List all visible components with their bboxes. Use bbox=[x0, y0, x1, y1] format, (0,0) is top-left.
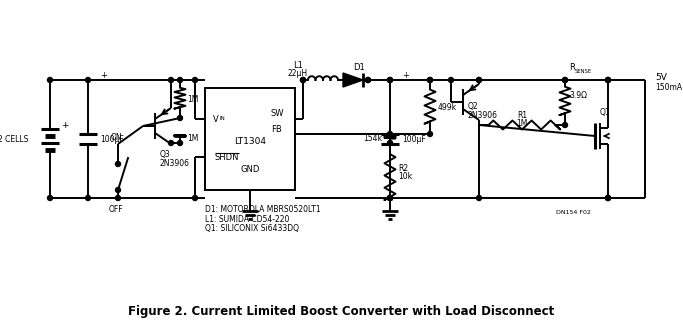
Circle shape bbox=[606, 77, 611, 83]
Circle shape bbox=[387, 195, 393, 200]
Text: SENSE: SENSE bbox=[575, 69, 592, 74]
Circle shape bbox=[428, 132, 432, 136]
Circle shape bbox=[387, 77, 393, 83]
Circle shape bbox=[387, 195, 393, 200]
Text: 499k: 499k bbox=[438, 102, 457, 112]
Circle shape bbox=[477, 195, 482, 200]
Text: 154k: 154k bbox=[363, 134, 382, 143]
Text: L1: SUMIDA CD54-220: L1: SUMIDA CD54-220 bbox=[205, 215, 290, 223]
Circle shape bbox=[428, 77, 432, 83]
Text: +: + bbox=[61, 120, 68, 130]
Circle shape bbox=[387, 195, 393, 200]
Text: OFF: OFF bbox=[109, 206, 124, 215]
Circle shape bbox=[169, 77, 173, 83]
Text: R1: R1 bbox=[517, 112, 527, 120]
Circle shape bbox=[301, 77, 305, 83]
Text: +: + bbox=[402, 71, 409, 79]
Text: 100µF: 100µF bbox=[402, 134, 426, 144]
Text: 1M: 1M bbox=[187, 94, 198, 104]
Text: Figure 2. Current Limited Boost Converter with Load Disconnect: Figure 2. Current Limited Boost Converte… bbox=[128, 305, 555, 318]
Text: SHDN: SHDN bbox=[214, 153, 239, 161]
Circle shape bbox=[193, 195, 197, 200]
Text: 1M: 1M bbox=[516, 118, 528, 128]
Circle shape bbox=[387, 195, 393, 200]
Circle shape bbox=[115, 161, 120, 167]
Text: Q1: SILICONIX Si6433DQ: Q1: SILICONIX Si6433DQ bbox=[205, 223, 299, 233]
Text: R2: R2 bbox=[398, 164, 408, 173]
Circle shape bbox=[477, 77, 482, 83]
Circle shape bbox=[178, 77, 182, 83]
Text: 22μH: 22μH bbox=[288, 69, 308, 77]
Text: Q3: Q3 bbox=[160, 150, 171, 158]
Circle shape bbox=[428, 77, 432, 83]
Circle shape bbox=[365, 77, 370, 83]
Text: Q1: Q1 bbox=[600, 109, 611, 117]
Text: DN154 F02: DN154 F02 bbox=[556, 211, 591, 215]
Circle shape bbox=[477, 77, 482, 83]
Text: L1: L1 bbox=[293, 62, 303, 71]
Text: 3.9Ω: 3.9Ω bbox=[569, 91, 587, 99]
Circle shape bbox=[193, 77, 197, 83]
Circle shape bbox=[115, 195, 120, 200]
Circle shape bbox=[301, 77, 305, 83]
Circle shape bbox=[387, 132, 393, 136]
Text: 100µF: 100µF bbox=[100, 134, 124, 144]
Circle shape bbox=[365, 77, 370, 83]
Bar bbox=[205, 88, 295, 190]
Text: SW: SW bbox=[270, 110, 283, 118]
Text: LT1304: LT1304 bbox=[234, 137, 266, 147]
Text: 5V: 5V bbox=[655, 73, 667, 83]
Text: +: + bbox=[100, 71, 107, 79]
Circle shape bbox=[85, 195, 91, 200]
Text: 1M: 1M bbox=[187, 134, 198, 143]
Circle shape bbox=[449, 77, 454, 83]
Text: ON: ON bbox=[110, 133, 122, 142]
Text: D1: MOTOROLA MBRS0520LT1: D1: MOTOROLA MBRS0520LT1 bbox=[205, 206, 320, 215]
Circle shape bbox=[48, 195, 53, 200]
Circle shape bbox=[115, 188, 120, 193]
Text: IN: IN bbox=[219, 116, 225, 121]
Text: V: V bbox=[213, 114, 219, 124]
Circle shape bbox=[563, 77, 568, 83]
Circle shape bbox=[169, 140, 173, 146]
Circle shape bbox=[85, 77, 91, 83]
Text: 2 CELLS: 2 CELLS bbox=[0, 134, 28, 144]
Polygon shape bbox=[343, 73, 363, 87]
Text: R: R bbox=[569, 63, 575, 72]
Circle shape bbox=[387, 140, 393, 146]
Text: FB: FB bbox=[272, 125, 282, 133]
Text: 10k: 10k bbox=[398, 172, 412, 181]
Text: 2N3906: 2N3906 bbox=[160, 158, 190, 168]
Circle shape bbox=[606, 195, 611, 200]
Circle shape bbox=[48, 77, 53, 83]
Circle shape bbox=[563, 122, 568, 128]
Circle shape bbox=[606, 77, 611, 83]
Text: D1: D1 bbox=[353, 63, 365, 72]
Circle shape bbox=[387, 77, 393, 83]
Circle shape bbox=[563, 77, 568, 83]
Text: Q2: Q2 bbox=[468, 102, 479, 112]
Circle shape bbox=[606, 77, 611, 83]
Circle shape bbox=[606, 195, 611, 200]
Text: 150mA: 150mA bbox=[655, 84, 682, 92]
Text: GND: GND bbox=[240, 165, 260, 174]
Circle shape bbox=[178, 115, 182, 120]
Text: 2N3906: 2N3906 bbox=[468, 112, 498, 120]
Circle shape bbox=[178, 140, 182, 146]
